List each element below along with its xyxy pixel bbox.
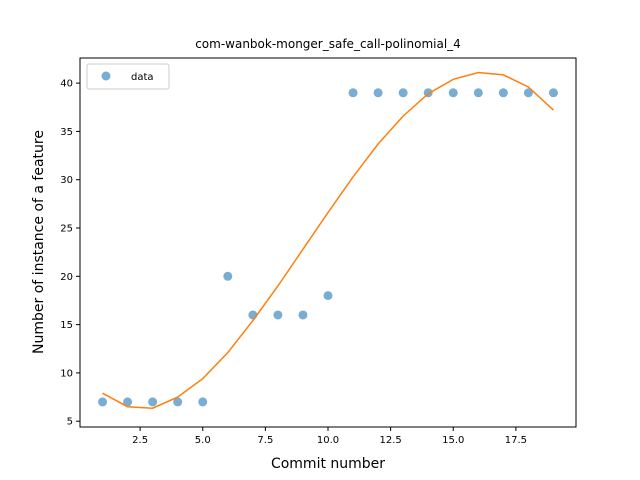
axes: 2.5 5.0 7.5 10.0 12.5 15.0 17.5 5 10 15 20 25 30 35 40 bbox=[60, 57, 577, 446]
chart-title: com-wanbok-monger_safe_call-polinomial_4 bbox=[195, 37, 461, 51]
data-point bbox=[473, 88, 483, 98]
x-tick-label: 10.0 bbox=[317, 435, 339, 446]
data-point bbox=[223, 271, 233, 281]
x-tick-label: 12.5 bbox=[379, 435, 401, 446]
plot-area bbox=[98, 71, 558, 409]
y-tick-label: 5 bbox=[67, 417, 73, 428]
x-axis-label: Commit number bbox=[271, 456, 385, 472]
data-point bbox=[273, 310, 283, 320]
data-point bbox=[148, 397, 158, 407]
data-point bbox=[98, 397, 108, 407]
x-tick-label: 7.5 bbox=[257, 435, 273, 446]
y-tick-label: 25 bbox=[60, 224, 73, 235]
fit-line bbox=[102, 71, 555, 409]
data-point bbox=[123, 397, 133, 407]
data-point bbox=[298, 310, 308, 320]
data-point bbox=[523, 88, 533, 98]
legend: data bbox=[86, 63, 170, 90]
y-tick-label: 35 bbox=[60, 127, 73, 138]
data-point bbox=[248, 310, 258, 320]
x-tick-label: 5.0 bbox=[195, 435, 211, 446]
y-tick-label: 10 bbox=[60, 368, 73, 379]
y-tick-label: 15 bbox=[60, 320, 73, 331]
x-tick-label: 17.5 bbox=[505, 435, 527, 446]
legend-marker bbox=[101, 71, 111, 81]
y-tick-label: 40 bbox=[60, 79, 73, 90]
data-point bbox=[198, 397, 208, 407]
data-point bbox=[498, 88, 508, 98]
y-axis-label: Number of instance of a feature bbox=[31, 130, 47, 354]
x-tick-label: 15.0 bbox=[442, 435, 464, 446]
y-tick-label: 20 bbox=[60, 272, 73, 283]
legend-box bbox=[86, 63, 170, 90]
x-tick-label: 2.5 bbox=[132, 435, 148, 446]
data-point bbox=[173, 397, 183, 407]
data-point bbox=[323, 291, 333, 301]
y-tick-label: 30 bbox=[60, 175, 73, 186]
data-point bbox=[448, 88, 458, 98]
data-point bbox=[398, 88, 408, 98]
legend-label: data bbox=[131, 72, 154, 83]
data-point bbox=[373, 88, 383, 98]
data-point bbox=[348, 88, 358, 98]
data-point bbox=[548, 88, 558, 98]
